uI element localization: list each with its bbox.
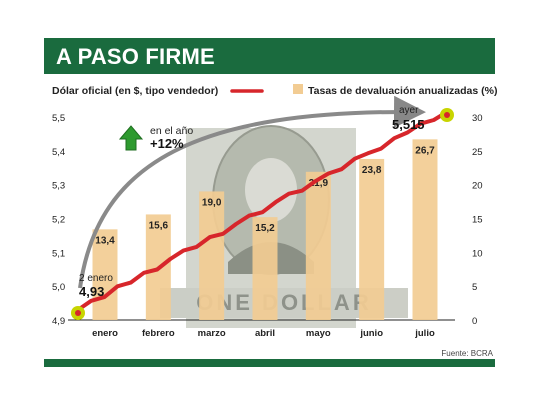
left-tick-label: 5,3: [52, 181, 65, 192]
right-tick-label: 25: [472, 147, 483, 158]
right-tick-label: 20: [472, 181, 483, 192]
x-tick-label: febrero: [142, 328, 175, 339]
legend-bar-label: Tasas de devaluación anualizadas (%): [308, 85, 497, 97]
banknote-text: ONE DOLLAR: [196, 290, 371, 315]
footer-bar: [44, 359, 495, 367]
left-tick-label: 5,2: [52, 215, 65, 226]
bar-series: [92, 139, 438, 320]
legend-line-label: Dólar oficial (en $, tipo vendedor): [52, 85, 218, 97]
bar: [252, 217, 278, 320]
end-label: ayer: [399, 105, 419, 116]
bar: [199, 191, 225, 320]
left-axis: 5,5 5,4 5,3 5,2 5,1 5,0 4,9: [52, 113, 65, 327]
bar: [412, 139, 438, 320]
up-arrow-icon: [118, 125, 144, 151]
left-tick-label: 5,1: [52, 248, 65, 259]
bar-value-label: 15,6: [149, 220, 169, 231]
x-tick-label: junio: [359, 328, 383, 339]
end-point-dot: [444, 112, 450, 118]
left-tick-label: 5,5: [52, 113, 65, 124]
x-tick-label: abril: [255, 328, 275, 339]
annotation-line2: +12%: [150, 136, 184, 151]
right-tick-label: 0: [472, 316, 477, 327]
bar-labels: 13,4 15,6 19,0 15,2 21,9 23,8 26,7: [95, 145, 435, 246]
bar-value-label: 26,7: [415, 145, 435, 156]
bar: [92, 229, 118, 320]
x-axis-labels: enero febrero marzo abril mayo junio julio: [92, 328, 435, 339]
right-tick-label: 30: [472, 113, 483, 124]
bar-value-label: 23,8: [362, 165, 382, 176]
chart-header: A PASO FIRME: [44, 38, 495, 74]
bar: [305, 171, 331, 320]
x-tick-label: mayo: [306, 328, 331, 339]
right-axis: 30 25 20 15 10 5 0: [472, 113, 483, 327]
legend-bar-swatch: [293, 84, 303, 94]
x-tick-label: julio: [414, 328, 435, 339]
bar-value-label: 13,4: [95, 235, 115, 246]
right-tick-label: 10: [472, 248, 483, 259]
start-label: 2 enero: [79, 273, 113, 284]
annotation-line1: en el año: [150, 125, 193, 137]
left-tick-label: 4,9: [52, 316, 65, 327]
bar-value-label: 15,2: [255, 223, 275, 234]
chart-title: A PASO FIRME: [56, 44, 215, 69]
end-value-label: 5,515: [392, 117, 425, 132]
dollar-line-series: [76, 109, 449, 312]
right-tick-label: 5: [472, 282, 477, 293]
trend-curved-arrow: [78, 95, 426, 289]
left-tick-label: 5,4: [52, 147, 65, 158]
start-value-label: 4,93: [79, 284, 104, 299]
bar: [359, 158, 385, 320]
source-note: Fuente: BCRA: [441, 349, 493, 358]
x-tick-label: enero: [92, 328, 118, 339]
start-point-dot: [75, 310, 81, 316]
x-tick-label: marzo: [198, 328, 226, 339]
bar-value-label: 21,9: [309, 178, 329, 189]
left-tick-label: 5,0: [52, 282, 65, 293]
right-tick-label: 15: [472, 215, 483, 226]
bar-value-label: 19,0: [202, 197, 222, 208]
